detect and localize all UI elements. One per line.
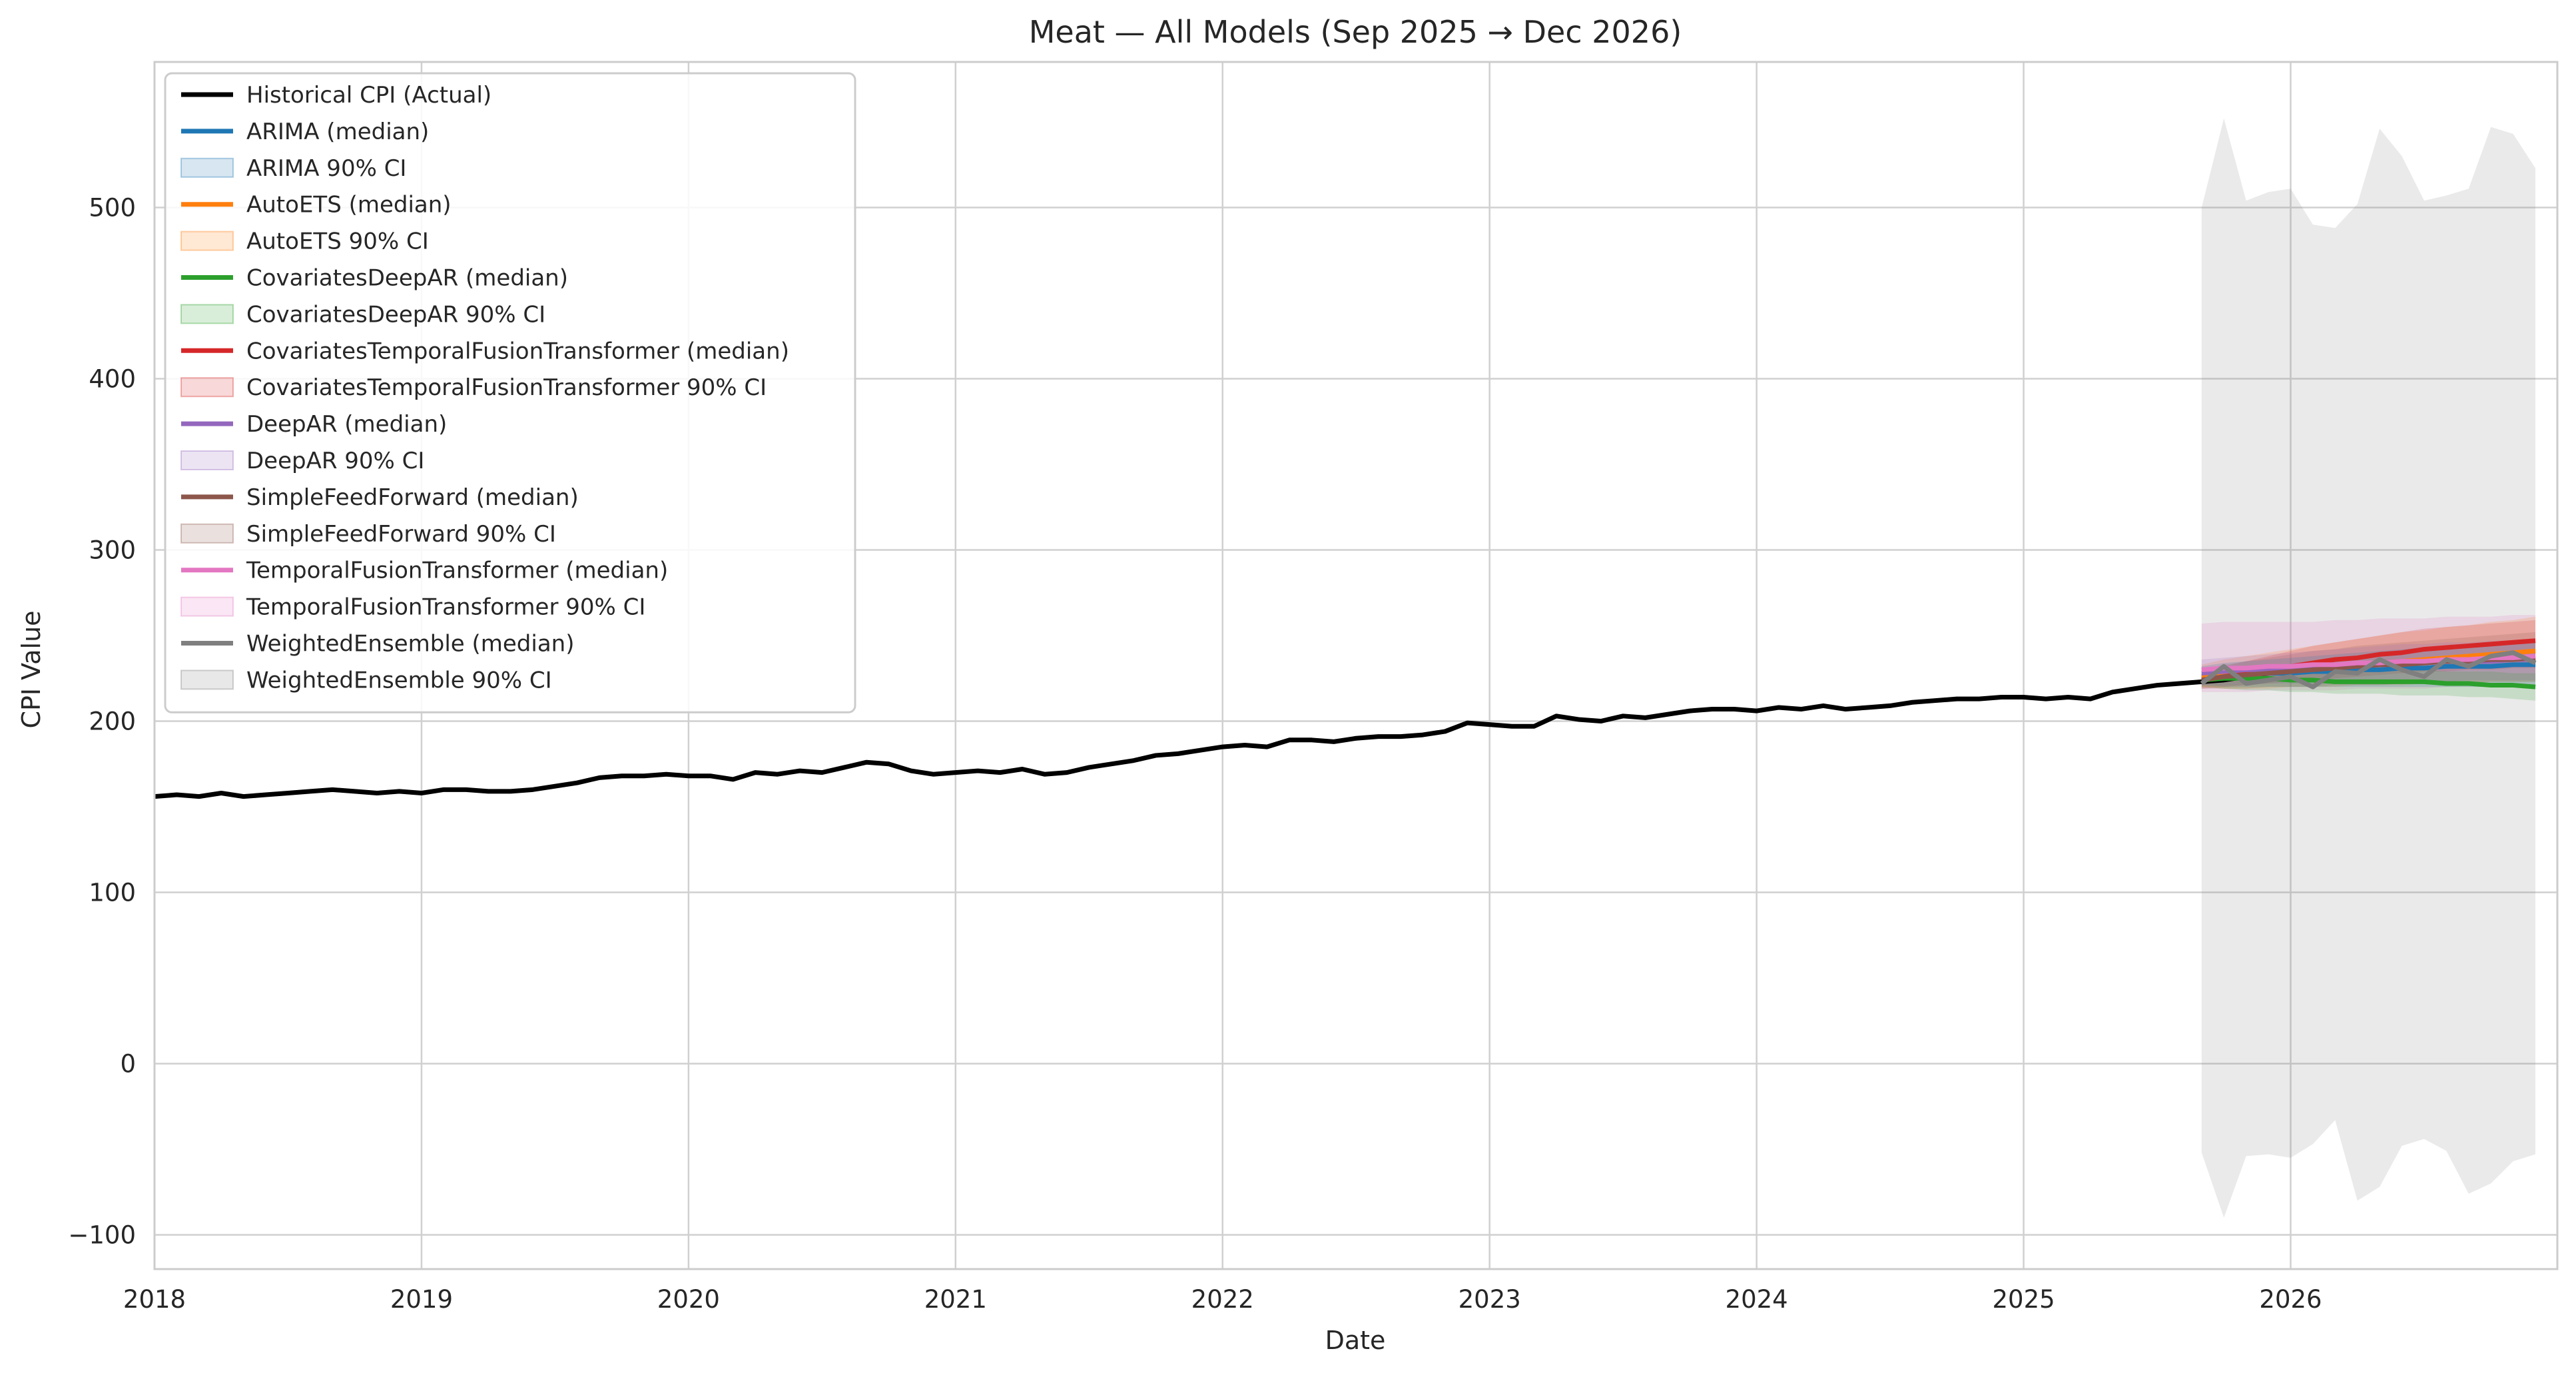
x-tick-label: 2018 — [123, 1285, 186, 1314]
legend-label: CovariatesTemporalFusionTransformer (med… — [246, 338, 789, 364]
axes-frame — [153, 61, 2559, 1270]
x-tick-label: 2023 — [1458, 1285, 1521, 1314]
x-tick-label: 2026 — [2259, 1285, 2322, 1314]
y-tick-label: 100 — [89, 879, 136, 907]
median-line-temporalfusiontransformer — [2201, 654, 2536, 672]
legend-label: CovariatesTemporalFusionTransformer 90% … — [246, 374, 767, 401]
legend-swatch-band — [180, 523, 234, 544]
legend-label: SimpleFeedForward 90% CI — [246, 521, 556, 548]
median-line-weightedensemble — [2200, 650, 2537, 689]
legend-label: WeightedEnsemble 90% CI — [246, 667, 552, 693]
historical-cpi-line — [154, 671, 2269, 799]
legend-swatch-band — [180, 670, 234, 690]
x-axis-ticks: 2018 2019 2020 2021 2022 2023 2024 2025 2026 — [123, 1285, 2322, 1314]
legend-label: WeightedEnsemble (median) — [246, 631, 574, 658]
x-tick-label: 2020 — [657, 1285, 720, 1314]
legend-label: AutoETS 90% CI — [246, 229, 429, 255]
legend-swatch-band — [180, 230, 234, 251]
legend-label: CovariatesDeepAR 90% CI — [246, 301, 545, 328]
legend-label: DeepAR 90% CI — [246, 448, 424, 474]
y-tick-label: 500 — [89, 193, 136, 222]
legend-label: ARIMA 90% CI — [246, 155, 406, 182]
y-axis-label: CPI Value — [17, 610, 46, 728]
x-axis-label: Date — [1325, 1326, 1386, 1355]
x-tick-label: 2019 — [390, 1285, 453, 1314]
legend-swatch-band — [180, 596, 234, 617]
legend-box — [164, 72, 856, 713]
x-tick-label: 2024 — [1726, 1285, 1788, 1314]
y-tick-label: 0 — [120, 1050, 136, 1079]
legend-label: ARIMA (median) — [246, 119, 429, 145]
legend-label: TemporalFusionTransformer 90% CI — [246, 594, 645, 621]
legend-label: TemporalFusionTransformer (median) — [246, 558, 668, 584]
legend-swatch-band — [180, 377, 234, 398]
x-tick-label: 2022 — [1191, 1285, 1254, 1314]
y-tick-label: 200 — [89, 707, 136, 736]
median-lines — [154, 638, 2537, 799]
x-tick-label: 2025 — [1992, 1285, 2055, 1314]
y-tick-label: 300 — [89, 536, 136, 565]
x-tick-label: 2021 — [924, 1285, 987, 1314]
legend-label: AutoETS (median) — [246, 192, 452, 219]
y-tick-label: −100 — [68, 1221, 136, 1250]
legend-label: DeepAR (median) — [246, 411, 447, 438]
legend: Historical CPI (Actual) ARIMA (median) ARI… — [164, 72, 856, 713]
median-line-covariatesdeepar — [2201, 676, 2536, 689]
y-axis-ticks: −100 0 100 200 300 400 500 — [68, 193, 136, 1249]
legend-swatch-band — [180, 157, 234, 178]
grid — [153, 62, 2557, 1269]
legend-label: SimpleFeedForward (median) — [246, 484, 579, 511]
legend-swatch-band — [180, 450, 234, 470]
y-tick-label: 400 — [89, 364, 136, 393]
legend-label: Historical CPI (Actual) — [246, 82, 491, 109]
legend-label: CovariatesDeepAR (median) — [246, 265, 568, 292]
plot-frame — [153, 61, 2559, 1270]
legend-swatch-band — [180, 304, 234, 324]
chart-title: Meat — All Models (Sep 2025 → Dec 2026) — [1029, 14, 1682, 50]
